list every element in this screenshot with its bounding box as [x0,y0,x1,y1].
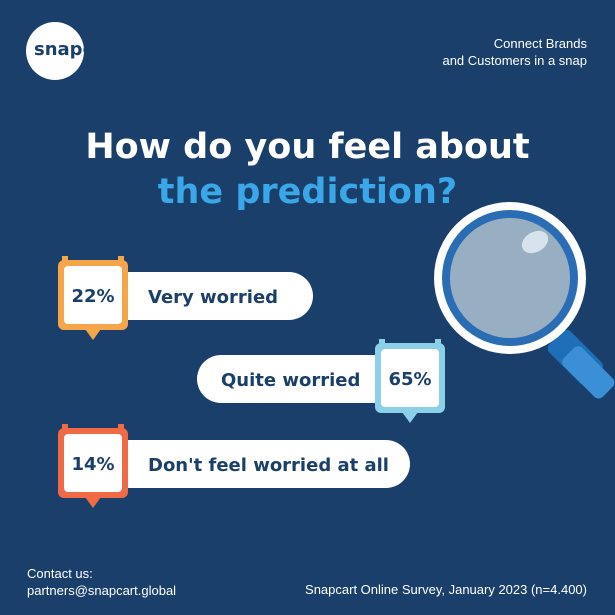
response-pill [100,440,410,488]
badge-tab-right [118,256,124,264]
contact-email-link[interactable]: partners@snapcart.global [27,583,177,598]
percentage-value: 14% [71,454,114,475]
response-row: Very worried 22% [58,256,313,340]
brand-tagline: Connect Brands and Customers in a snap [442,35,587,69]
response-label: Quite worried [221,370,360,391]
contact-label: Contact us: [27,566,93,581]
percentage-value: 22% [71,286,114,307]
badge-inner [64,434,122,492]
headline-line-1: How do you feel about [85,127,530,167]
response-row: Don't feel worried at all 14% [58,424,410,508]
contact-block: Contact us: partners@snapcart.global [27,565,176,599]
badge-inner [64,266,122,324]
response-label: Don't feel worried at all [148,455,389,476]
percentage-badge: 65% [375,339,445,423]
response-label: Very worried [148,287,278,308]
badge-pointer [402,412,418,423]
badge-pointer [85,497,101,508]
badge-tab-right [118,424,124,432]
badge-tab-left [62,256,68,264]
response-bars: Very worried 22% Quite worried 65% Don't fee… [58,256,445,508]
percentage-value: 65% [388,369,431,390]
badge-tab-right [435,339,441,347]
badge-tab-left [62,424,68,432]
percentage-badge: 14% [58,424,128,508]
headline-line-2: the prediction? [157,172,458,212]
percentage-badge: 22% [58,256,128,340]
magnifying-glass-icon [434,202,615,399]
tagline-line-1: Connect Brands [493,36,587,51]
snapcart-logo[interactable]: snapcart [26,22,123,80]
badge-inner [381,349,439,407]
response-row: Quite worried 65% [197,339,445,423]
badge-tab-left [379,339,385,347]
logo-wordmark: snapcart [34,39,123,60]
badge-pointer [85,329,101,340]
response-pill [100,272,313,320]
tagline-line-2: and Customers in a snap [442,53,587,68]
survey-source: Snapcart Online Survey, January 2023 (n=… [305,582,587,597]
